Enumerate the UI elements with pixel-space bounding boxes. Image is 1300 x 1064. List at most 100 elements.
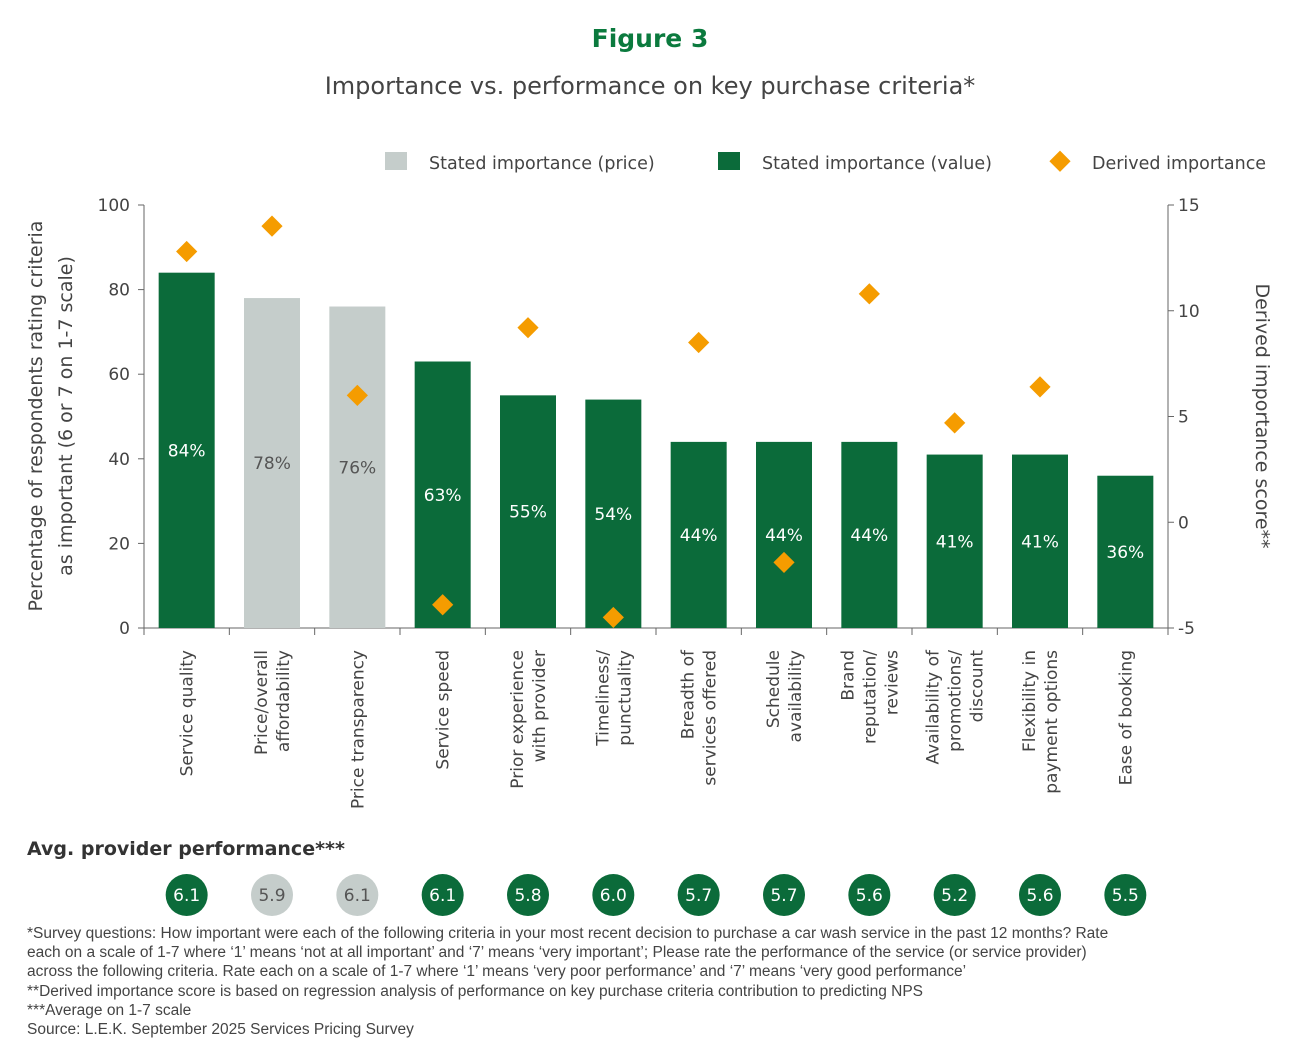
footnote-line: each on a scale of 1-7 where ‘1’ means ‘… [27,944,1087,962]
category-label: punctuality [615,650,635,746]
y2-tick-label: 15 [1178,196,1200,216]
footnote-line: ***Average on 1-7 scale [27,1001,192,1019]
derived-importance-point [176,240,198,263]
performance-title: Avg. provider performance*** [27,838,345,860]
derived-importance-point [261,215,283,237]
category-label: Breadth of [679,649,699,739]
category-label: with provider [530,650,550,762]
performance-value: 6.1 [173,886,200,906]
performance-value: 5.6 [856,886,883,906]
performance-value: 5.6 [1026,886,1053,906]
footnote-line: across the following criteria. Rate each… [27,963,967,981]
performance-circle [1104,874,1147,916]
bar [500,395,556,628]
derived-importance-point [688,331,710,354]
bar-data-label: 41% [1021,532,1059,552]
bar-data-label: 76% [338,458,376,478]
derived-importance-point [517,317,539,339]
derived-importance-point [858,283,880,305]
y2-tick-label: -5 [1178,619,1195,639]
y-tick-label: 80 [108,281,130,301]
performance-value: 5.2 [941,886,968,906]
legend-swatch [385,152,407,170]
category-label: payment options [1042,650,1062,794]
y-tick-label: 20 [108,534,130,554]
derived-importance-point [602,606,624,629]
performance-circle [1019,874,1061,916]
y2-tick-label: 0 [1178,513,1189,533]
performance-circle [933,874,976,916]
footnote-line: *Survey questions: How important were ea… [27,925,1109,942]
performance-value: 5.9 [258,886,285,906]
category-label: discount [968,650,988,723]
bar-data-label: 44% [765,526,803,546]
category-label: services offered [701,650,721,786]
bar [670,441,727,628]
bar [158,272,215,628]
category-label: Schedule [764,650,784,728]
derived-importance-point [1029,376,1051,398]
category-label: Service quality [178,650,198,776]
y-tick-label: 100 [98,196,130,216]
footnotes: *Survey questions: How important were ea… [27,924,1277,1039]
legend-diamond-icon [1049,150,1071,172]
footnote-line: **Derived importance score is based on r… [27,982,924,1000]
y2-tick-label: 10 [1178,302,1200,322]
y-axis-title: as important (6 or 7 on 1-7 scale) [55,256,77,576]
bar [1097,475,1154,628]
category-label: Prior experience [508,650,528,789]
category-label: Availability of [924,649,944,764]
y-tick-label: 60 [108,365,130,385]
bar-data-label: 55% [509,503,547,523]
performance-circle [251,874,293,916]
bar [1012,454,1068,628]
performance-value: 6.1 [344,886,371,906]
legend-label: Stated importance (price) [429,154,655,174]
chart-subtitle: Importance vs. performance on key purcha… [324,72,976,100]
y2-axis-title: Derived importance score** [1251,283,1273,548]
performance-circle [507,874,549,916]
performance-value: 6.1 [429,886,456,906]
performance-circle [763,874,805,916]
performance-value: 5.7 [770,886,797,906]
category-label: Price/overall [252,650,272,755]
category-label: reviews [882,650,902,715]
category-label: Brand [838,650,858,701]
performance-circle [848,874,891,916]
figure-title: Figure 3 [591,24,709,53]
performance-value: 5.5 [1112,886,1139,906]
performance-value: 5.7 [685,886,712,906]
derived-importance-point [432,594,454,616]
performance-circle [165,874,208,916]
category-label: reputation/ [860,650,880,744]
performance-circle [421,874,464,916]
y2-tick-label: 5 [1178,408,1189,428]
bar [926,454,983,628]
category-label: Service speed [434,650,454,770]
y-tick-label: 40 [108,450,130,470]
legend-swatch [718,152,740,170]
performance-circle [677,874,720,916]
y-tick-label: 0 [119,619,130,639]
performance-circle [592,874,635,916]
category-label: availability [786,650,806,742]
bar-data-label: 44% [850,526,888,546]
category-label: promotions/ [946,650,966,752]
performance-value: 6.0 [600,886,627,906]
bar [244,298,300,628]
derived-importance-point [944,412,966,434]
bar [329,306,386,628]
bar-data-label: 63% [424,486,462,506]
legend-label: Derived importance [1092,154,1266,174]
chart: Stated importance (price) Stated importan… [25,150,1273,916]
footnote-line: Source: L.E.K. September 2025 Services P… [27,1021,414,1039]
bar [414,361,471,628]
category-label: Flexibility in [1020,650,1040,752]
y-axis-title: Percentage of respondents rating criteri… [25,221,47,612]
bar [756,441,812,628]
category-label: Ease of booking [1116,650,1136,785]
bar-data-label: 54% [594,505,632,525]
category-label: affordability [274,650,294,752]
bar-data-label: 44% [680,526,718,546]
bar [585,399,642,628]
